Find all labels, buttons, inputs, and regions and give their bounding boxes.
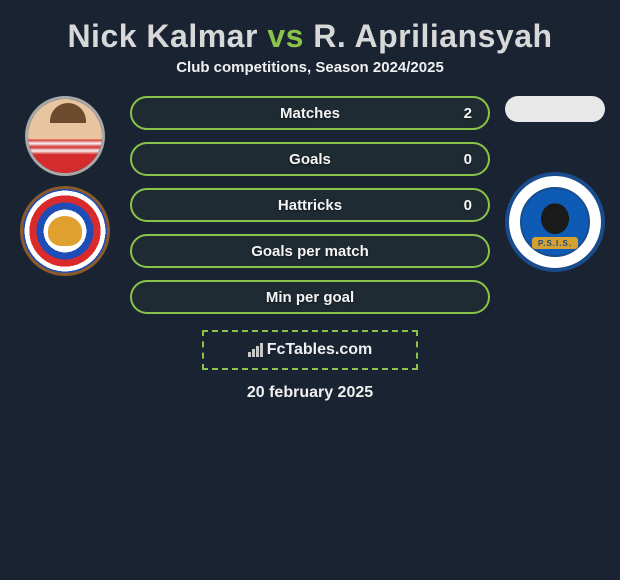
stat-value: 0 [464, 197, 472, 214]
comparison-card: Nick Kalmar vs R. Apriliansyah Club comp… [0, 0, 620, 402]
date-text: 20 february 2025 [0, 384, 620, 402]
subtitle: Club competitions, Season 2024/2025 [0, 59, 620, 96]
psis-label: P.S.I.S. [538, 239, 572, 248]
stat-row-hattricks: Hattricks 0 [130, 188, 490, 222]
stats-list: Matches 2 Goals 0 Hattricks 0 Goals per … [130, 96, 490, 314]
player1-avatar [25, 96, 105, 176]
player2-club-badge: P.S.I.S. [505, 172, 605, 272]
player1-club-badge [20, 186, 110, 276]
stat-value: 2 [464, 105, 472, 122]
brand-text: FcTables.com [267, 341, 373, 359]
stat-row-gpm: Goals per match [130, 234, 490, 268]
stat-label: Goals per match [251, 243, 369, 260]
player2-name: R. Apriliansyah [313, 18, 552, 54]
vs-label: vs [267, 18, 304, 54]
stat-row-mpg: Min per goal [130, 280, 490, 314]
player2-avatar-placeholder [505, 96, 605, 122]
main-row: Matches 2 Goals 0 Hattricks 0 Goals per … [0, 96, 620, 314]
stat-label: Min per goal [266, 289, 354, 306]
stat-label: Matches [280, 105, 340, 122]
bar-chart-icon [248, 343, 263, 357]
left-side [10, 96, 120, 276]
stat-row-matches: Matches 2 [130, 96, 490, 130]
player1-name: Nick Kalmar [67, 18, 257, 54]
stat-label: Hattricks [278, 197, 342, 214]
stat-label: Goals [289, 151, 331, 168]
page-title: Nick Kalmar vs R. Apriliansyah [0, 10, 620, 59]
brand-box[interactable]: FcTables.com [202, 330, 418, 370]
right-side: P.S.I.S. [500, 96, 610, 272]
player1-face-icon [28, 99, 102, 173]
stat-row-goals: Goals 0 [130, 142, 490, 176]
stat-value: 0 [464, 151, 472, 168]
